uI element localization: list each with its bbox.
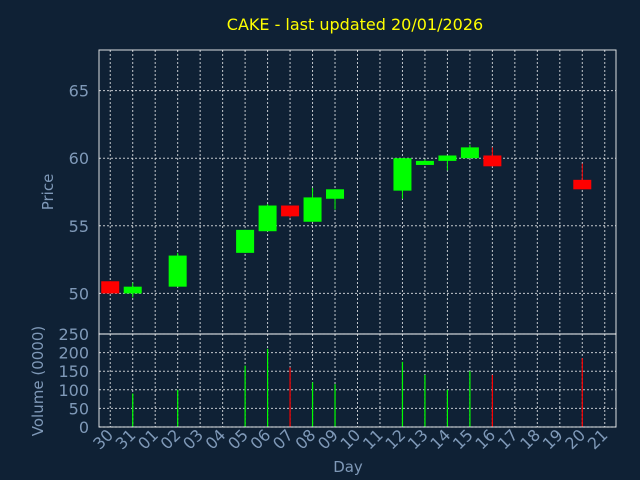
price-tick-label: 60 [69, 149, 89, 168]
x-tick-label: 21 [584, 425, 612, 453]
candle-body [415, 160, 434, 165]
candle-body [168, 255, 187, 287]
candle-body [393, 158, 412, 191]
price-tick-label: 65 [69, 82, 89, 101]
x-ticks: 3031010203040506070809101112131415161718… [89, 425, 611, 453]
chart-title: CAKE - last updated 20/01/2026 [227, 15, 483, 34]
x-axis-label: Day [333, 458, 363, 476]
price-y-ticks: 50 55 60 65 [69, 82, 89, 304]
volume-grid [99, 333, 616, 428]
volume-tick-label: 0 [79, 418, 89, 437]
volume-tick-label: 100 [58, 381, 89, 400]
candle-body [123, 286, 142, 294]
candle-body [258, 205, 277, 232]
candle-body [483, 155, 502, 167]
candle-body [281, 205, 300, 217]
price-axis-label: Price [39, 174, 57, 211]
candle-body [573, 179, 592, 190]
price-panel: 50 55 60 65 Price [39, 49, 617, 335]
candle-body [236, 229, 255, 253]
volume-tick-label: 150 [58, 362, 89, 381]
volume-panel-frame [98, 333, 617, 428]
volume-tick-label: 250 [58, 325, 89, 344]
candle-body [101, 281, 120, 294]
candle-body [438, 155, 457, 161]
price-tick-label: 55 [69, 217, 89, 236]
candle-body [303, 197, 322, 222]
price-grid [99, 50, 616, 334]
candles [101, 144, 592, 298]
volume-tick-label: 200 [58, 344, 89, 363]
volume-tick-label: 50 [69, 399, 89, 418]
volume-axis-label: Volume (0000) [29, 326, 47, 436]
price-tick-label: 50 [69, 284, 89, 303]
candle-body [460, 147, 479, 159]
candle-body [326, 189, 345, 199]
volume-bars [132, 348, 583, 427]
